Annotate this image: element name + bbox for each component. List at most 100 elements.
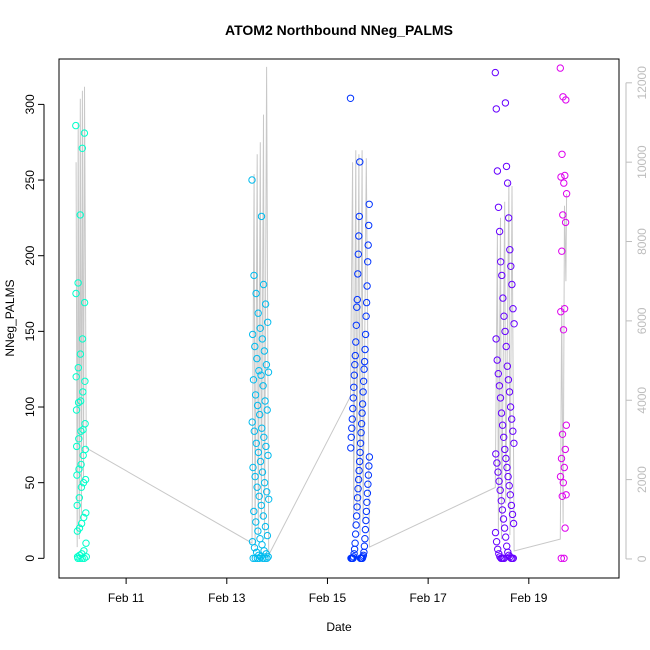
data-point-flight-2 — [264, 451, 272, 460]
data-point-flight-4 — [494, 370, 502, 378]
data-point-flight-5 — [557, 308, 565, 316]
data-point-flight-3 — [352, 512, 361, 520]
data-point-flight-3 — [363, 489, 372, 497]
data-point-flight-3 — [350, 371, 358, 379]
data-point-flight-3 — [364, 241, 372, 249]
data-point-flight-2 — [259, 554, 267, 562]
data-point-flight-4 — [505, 388, 514, 396]
data-point-flight-3 — [347, 444, 355, 452]
data-point-flight-2 — [256, 324, 264, 332]
x-axis-label: Date — [326, 620, 352, 634]
y-tick-label: 50 — [23, 476, 37, 490]
data-point-flight-4 — [509, 305, 517, 313]
data-point-flight-1 — [77, 397, 85, 405]
data-point-flight-5 — [562, 491, 570, 499]
data-point-flight-2 — [261, 522, 270, 531]
data-point-flight-1 — [82, 539, 90, 547]
data-point-flight-2 — [256, 410, 264, 419]
data-point-flight-3 — [361, 535, 369, 543]
data-point-flight-2 — [253, 554, 262, 562]
data-point-flight-4 — [494, 545, 502, 553]
data-point-flight-2 — [249, 463, 257, 472]
data-point-flight-3 — [362, 507, 371, 516]
data-point-flight-3 — [355, 466, 363, 475]
data-point-flight-1 — [79, 451, 87, 460]
data-point-flight-4 — [491, 528, 500, 537]
data-point-flight-2 — [265, 495, 273, 503]
data-point-flight-2 — [251, 391, 260, 399]
data-point-flight-1 — [73, 442, 81, 451]
x-tick-label: Feb 11 — [108, 591, 145, 605]
data-point-flight-4 — [494, 468, 502, 476]
data-point-flight-1 — [77, 519, 86, 528]
data-point-flight-2 — [253, 483, 261, 491]
data-point-flight-2 — [260, 433, 268, 441]
data-point-flight-4 — [492, 450, 500, 458]
data-point-flight-3 — [358, 409, 366, 417]
data-point-flight-2 — [255, 492, 263, 500]
data-point-flight-1 — [81, 377, 89, 385]
data-point-flight-5 — [557, 554, 565, 562]
data-point-flight-4 — [510, 320, 518, 328]
data-point-flight-2 — [260, 479, 269, 487]
data-point-flight-4 — [507, 501, 516, 510]
data-point-flight-2 — [263, 406, 271, 414]
data-point-flight-2 — [254, 309, 262, 317]
data-point-flight-4 — [492, 105, 500, 113]
data-point-flight-2 — [261, 300, 270, 308]
data-point-flight-4 — [492, 335, 500, 343]
data-point-flight-4 — [495, 227, 504, 236]
data-point-flight-3 — [354, 475, 363, 484]
x-tick-label: Feb 13 — [208, 591, 246, 605]
data-point-flight-1 — [77, 483, 86, 491]
data-point-flight-2 — [261, 397, 269, 405]
data-point-flight-1 — [74, 554, 82, 562]
data-point-flight-2 — [252, 518, 260, 526]
data-point-flight-4 — [508, 510, 517, 519]
data-point-flight-4 — [491, 68, 499, 77]
x-tick-label: Feb 15 — [309, 591, 347, 605]
data-point-flight-2 — [248, 418, 256, 426]
data-point-flight-3 — [352, 521, 360, 529]
data-point-flight-4 — [504, 376, 513, 384]
data-point-flight-4 — [493, 459, 501, 467]
data-point-flight-2 — [251, 554, 260, 562]
y2-tick-label: 4000 — [635, 387, 649, 414]
data-point-flight-5 — [558, 247, 566, 255]
data-point-flight-1 — [79, 426, 87, 434]
data-point-flight-4 — [494, 203, 503, 212]
data-point-flight-2 — [260, 347, 268, 355]
data-point-flight-3 — [354, 485, 362, 493]
data-point-flight-2 — [258, 424, 266, 432]
data-point-flight-1 — [76, 554, 84, 562]
data-point-flight-2 — [262, 361, 271, 369]
data-point-flight-1 — [72, 289, 80, 298]
data-point-flight-3 — [361, 525, 370, 534]
y-tick-label: 200 — [23, 245, 37, 265]
y2-tick-label: 0 — [635, 555, 649, 562]
data-point-flight-2 — [257, 212, 266, 221]
data-point-flight-2 — [259, 382, 267, 390]
data-point-flight-4 — [502, 342, 510, 351]
data-point-flight-4 — [497, 497, 505, 505]
data-point-flight-4 — [493, 167, 502, 175]
data-point-flight-1 — [79, 479, 88, 487]
data-point-flight-5 — [558, 430, 567, 438]
data-point-flight-4 — [496, 553, 504, 561]
data-point-flight-3 — [349, 404, 357, 413]
data-point-flight-1 — [75, 494, 84, 502]
data-point-flight-4 — [501, 99, 510, 107]
data-point-flight-4 — [506, 403, 515, 411]
data-point-flight-1 — [77, 460, 85, 469]
data-point-flight-5 — [558, 150, 566, 159]
data-point-flight-3 — [353, 494, 362, 502]
data-point-flight-5 — [559, 211, 567, 219]
x-tick-label: Feb 17 — [409, 591, 447, 605]
data-point-flight-3 — [351, 351, 359, 360]
data-point-flight-3 — [358, 400, 367, 408]
data-point-flight-1 — [78, 335, 87, 343]
data-point-flight-4 — [509, 554, 517, 562]
data-point-flight-5 — [557, 173, 565, 181]
data-point-flight-2 — [263, 488, 271, 496]
